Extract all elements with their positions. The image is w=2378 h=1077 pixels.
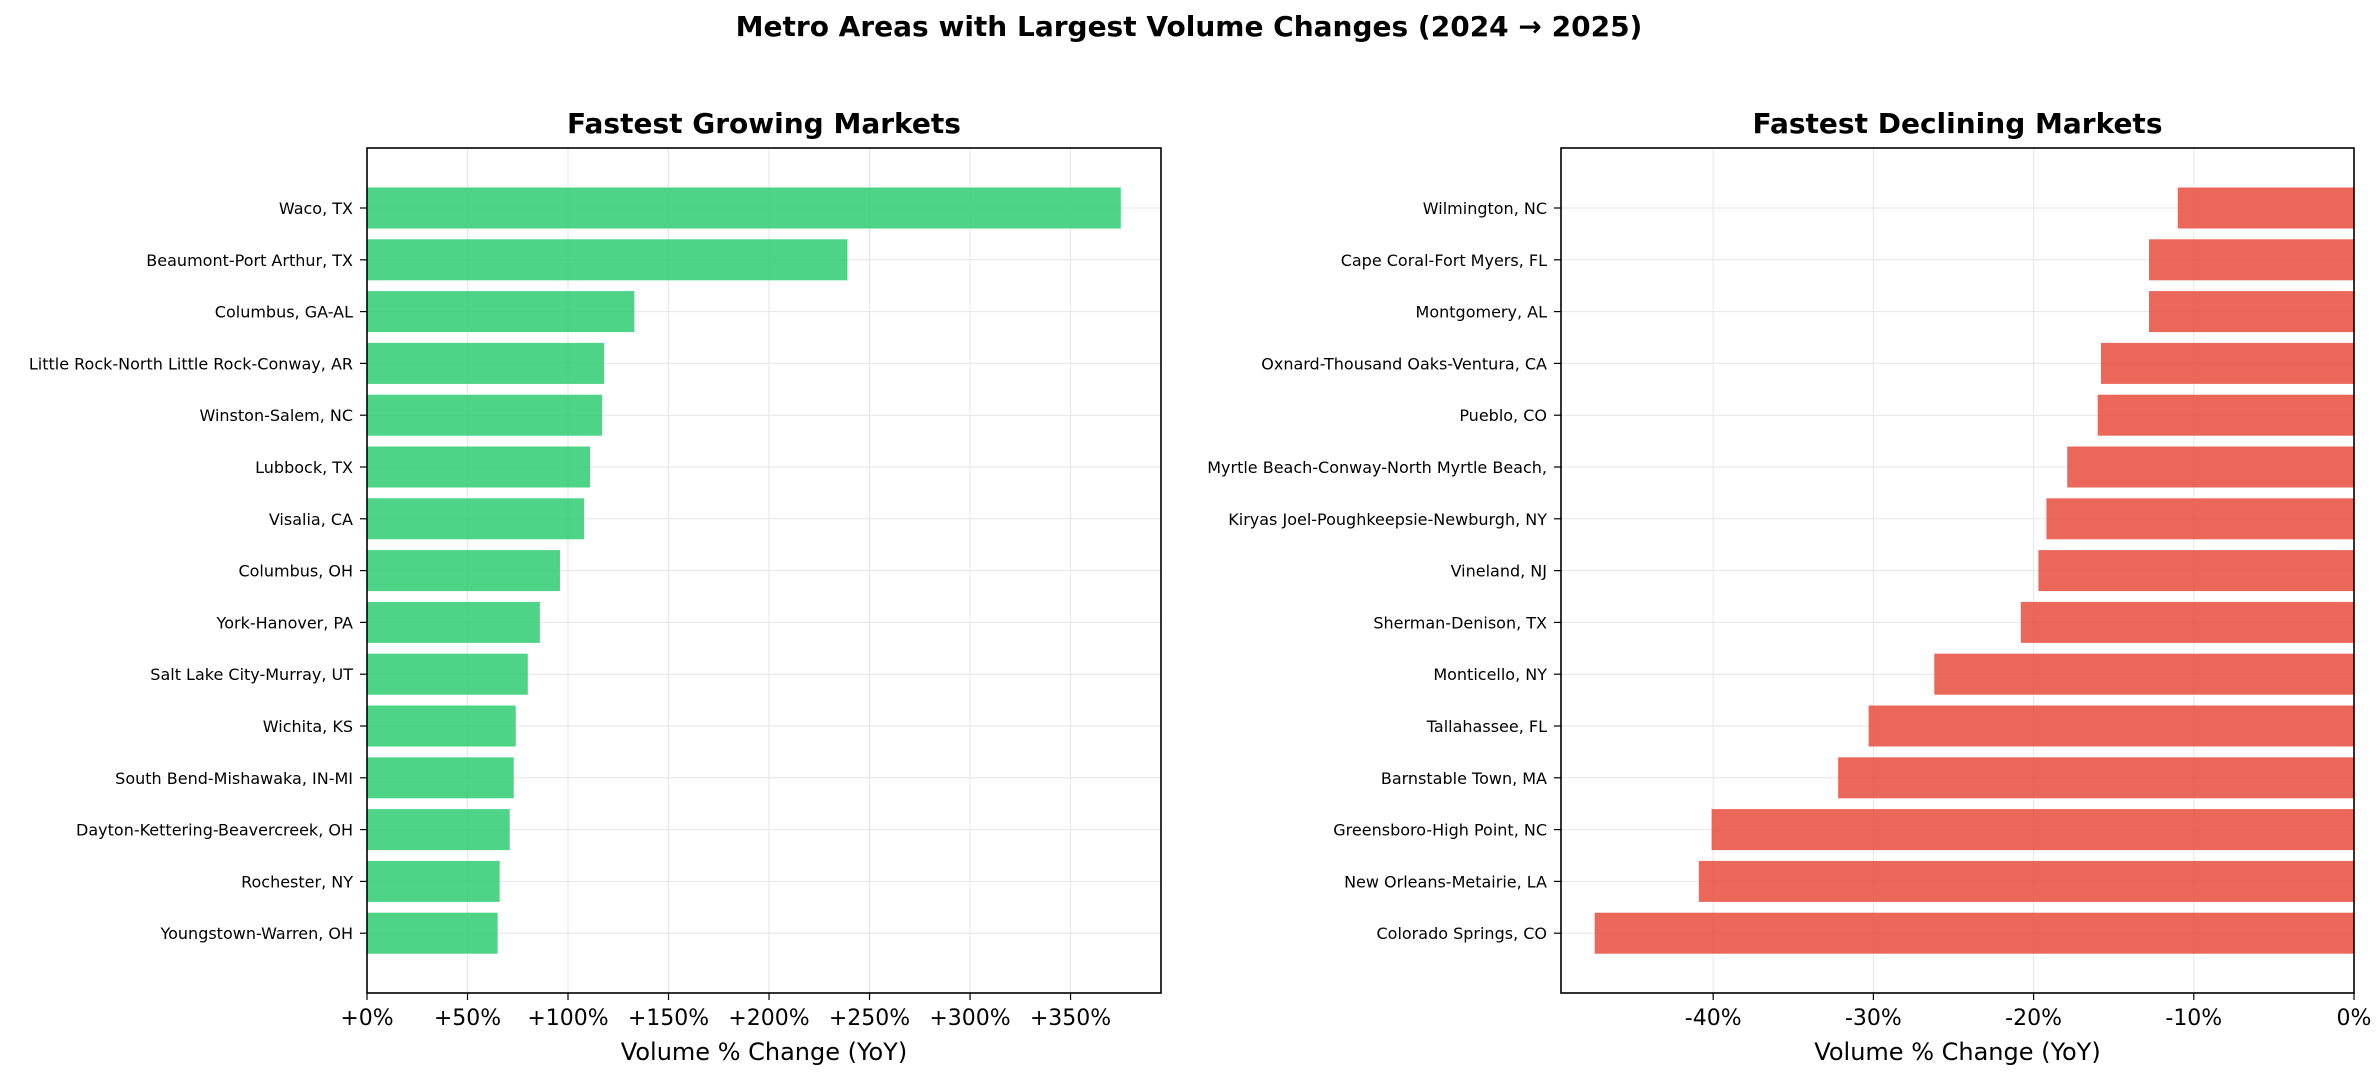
growth-xtick-label: +200% [728, 1006, 809, 1031]
decline-xtick-label: -10% [2165, 1006, 2222, 1031]
growth-bar-beaumont-port-arthur-tx [367, 239, 848, 281]
growth-bar-columbus-ga-al [367, 291, 635, 333]
growth-xtick-label: +250% [829, 1006, 910, 1031]
decline-xtick-label: -30% [1845, 1006, 1902, 1031]
decline-ytick-label: Cape Coral-Fort Myers, FL [1341, 251, 1547, 270]
growth-chart-panel: Fastest Growing Markets Waco, TX Beaumont-… [29, 107, 1162, 1066]
growth-ytick-label: Beaumont-Port Arthur, TX [146, 251, 353, 270]
growth-xtick-label: +150% [628, 1006, 709, 1031]
decline-bar-wilmington-nc [2177, 187, 2354, 229]
decline-ytick-label: Greensboro-High Point, NC [1333, 821, 1547, 840]
growth-ytick-label: Winston-Salem, NC [199, 406, 353, 425]
growth-bar-visalia-ca [367, 498, 585, 540]
growth-bar-little-rock-north-little-rock-conway-ar [367, 342, 605, 384]
decline-ytick-label: New Orleans-Metairie, LA [1344, 872, 1547, 891]
growth-ytick-label: Columbus, OH [238, 562, 353, 581]
growth-xtick-label: +300% [929, 1006, 1010, 1031]
decline-xtick-label: -20% [2005, 1006, 2062, 1031]
decline-ytick-label: Monticello, NY [1433, 665, 1547, 684]
decline-ytick-label: Vineland, NJ [1451, 562, 1547, 581]
decline-ytick-label: Pueblo, CO [1459, 406, 1547, 425]
decline-bar-greensboro-high-point-nc [1711, 809, 2354, 851]
decline-bar-monticello-ny [1934, 653, 2354, 695]
figure-suptitle: Metro Areas with Largest Volume Changes … [736, 10, 1643, 43]
growth-bar-south-bend-mishawaka-in-mi [367, 757, 514, 799]
growth-xtick-label: +50% [434, 1006, 501, 1031]
growth-ytick-label: Columbus, GA-AL [215, 303, 353, 322]
decline-bar-montgomery-al [2148, 291, 2354, 333]
growth-xtick-label: +0% [340, 1006, 393, 1031]
decline-chart-panel: Fastest Declining Markets Wilmington, NC C… [1207, 107, 2371, 1066]
decline-bar-tallahassee-fl [1868, 705, 2354, 747]
growth-bar-winston-salem-nc [367, 394, 603, 436]
growth-ytick-label: Wichita, KS [263, 717, 353, 736]
growth-xtick-label: +100% [527, 1006, 608, 1031]
growth-bar-youngstown-warren-oh [367, 912, 498, 954]
growth-ytick-label: Salt Lake City-Murray, UT [150, 665, 353, 684]
decline-ytick-label: Kiryas Joel-Poughkeepsie-Newburgh, NY [1228, 510, 1547, 529]
growth-bar-dayton-kettering-beavercreek-oh [367, 809, 510, 851]
decline-xtick-label: -40% [1685, 1006, 1742, 1031]
growth-xaxis-label: Volume % Change (YoY) [621, 1038, 907, 1066]
decline-ytick-label: Barnstable Town, MA [1381, 769, 1547, 788]
decline-bar-cape-coral-fort-myers-fl [2148, 239, 2354, 281]
decline-ytick-label: Wilmington, NC [1423, 199, 1547, 218]
growth-ytick-label: South Bend-Mishawaka, IN-MI [115, 769, 353, 788]
growth-ytick-label: Waco, TX [279, 199, 353, 218]
growth-bar-york-hanover-pa [367, 601, 540, 643]
decline-ytick-label: Sherman-Denison, TX [1373, 613, 1547, 632]
growth-chart-title: Fastest Growing Markets [567, 107, 961, 140]
growth-bar-wichita-ks [367, 705, 516, 747]
decline-bar-vineland-nj [2038, 550, 2354, 592]
growth-ytick-label: Rochester, NY [241, 872, 353, 891]
growth-ytick-label: Little Rock-North Little Rock-Conway, AR [29, 354, 353, 373]
decline-ytick-label: Tallahassee, FL [1426, 717, 1547, 736]
growth-ytick-label: York-Hanover, PA [216, 613, 354, 632]
decline-bar-colorado-springs-co [1594, 912, 2354, 954]
decline-ytick-label: Montgomery, AL [1416, 303, 1548, 322]
growth-bar-columbus-oh [367, 550, 560, 592]
decline-ytick-label: Colorado Springs, CO [1376, 924, 1547, 943]
decline-bar-pueblo-co [2097, 394, 2354, 436]
decline-bar-barnstable-town-ma [1838, 757, 2354, 799]
growth-bar-lubbock-tx [367, 446, 591, 488]
growth-xtick-label: +350% [1030, 1006, 1111, 1031]
decline-ytick-label: Oxnard-Thousand Oaks-Ventura, CA [1261, 354, 1547, 373]
growth-ytick-label: Youngstown-Warren, OH [159, 924, 353, 943]
growth-bar-rochester-ny [367, 860, 500, 902]
growth-ytick-label: Visalia, CA [269, 510, 353, 529]
growth-bar-waco-tx [367, 187, 1121, 229]
growth-ytick-label: Lubbock, TX [255, 458, 353, 477]
growth-bar-salt-lake-city-murray-ut [367, 653, 528, 695]
growth-ytick-label: Dayton-Kettering-Beavercreek, OH [76, 821, 353, 840]
decline-bar-oxnard-thousand-oaks-ventura-ca [2100, 342, 2354, 384]
decline-xaxis-label: Volume % Change (YoY) [1814, 1038, 2100, 1066]
decline-ytick-label: Myrtle Beach-Conway-North Myrtle Beach, [1207, 458, 1547, 477]
decline-bar-new-orleans-metairie-la [1698, 860, 2354, 902]
decline-bar-kiryas-joel-poughkeepsie-newburgh-ny [2046, 498, 2354, 540]
decline-chart-title: Fastest Declining Markets [1753, 107, 2163, 140]
decline-bar-sherman-denison-tx [2020, 601, 2354, 643]
decline-xtick-label: 0% [2337, 1006, 2372, 1031]
decline-bar-myrtle-beach-conway-north-myrtle-beach [2067, 446, 2354, 488]
